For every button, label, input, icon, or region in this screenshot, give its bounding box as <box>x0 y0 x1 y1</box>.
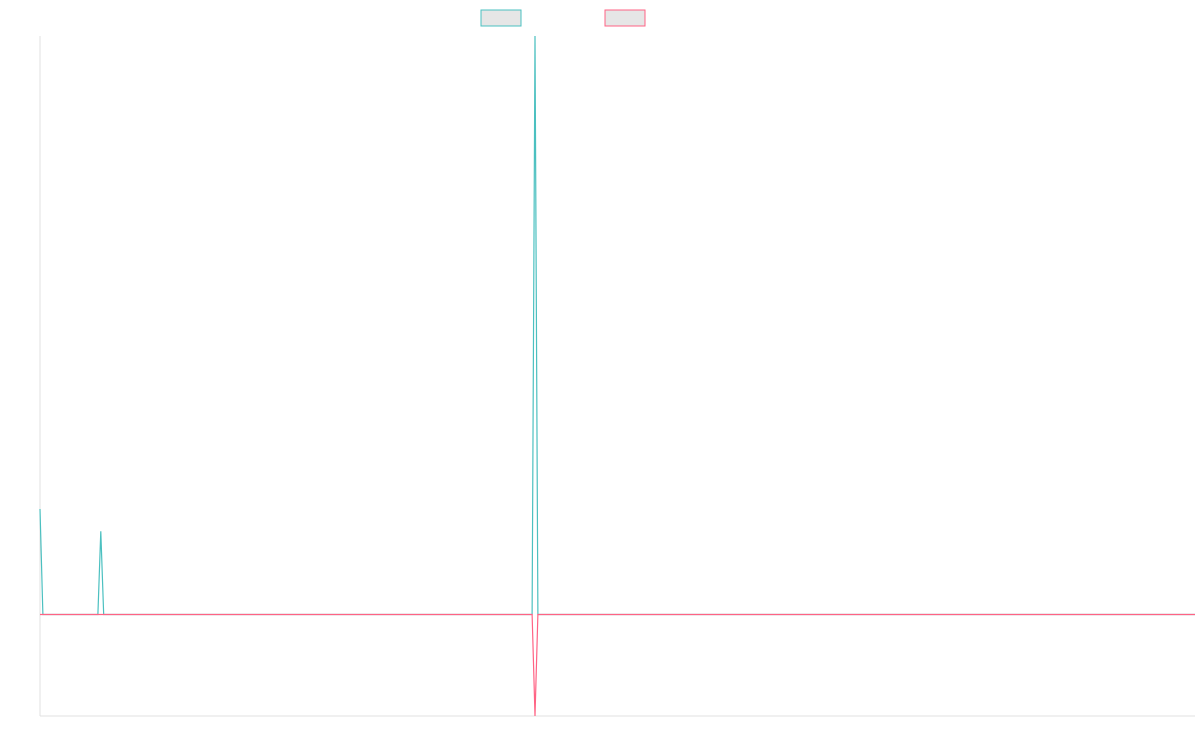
legend-item-1[interactable] <box>480 9 522 27</box>
series-layer <box>39 35 1195 717</box>
series-line-1 <box>39 35 1195 616</box>
chart-legend <box>480 9 646 27</box>
legend-swatch-1 <box>480 9 522 27</box>
legend-item-2[interactable] <box>604 9 646 27</box>
series-line-2 <box>40 613 1195 717</box>
legend-swatch-2 <box>604 9 646 27</box>
chart-axes <box>39 36 1195 717</box>
